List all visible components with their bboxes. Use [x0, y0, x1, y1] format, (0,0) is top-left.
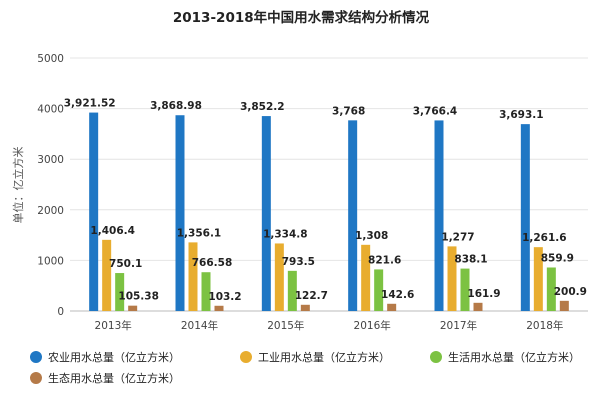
data-label: 200.9 — [554, 286, 587, 298]
data-label: 3,768 — [332, 105, 365, 117]
bar — [473, 302, 483, 311]
legend-label: 生态用水总量（亿立方米） — [48, 371, 180, 385]
data-label: 1,261.6 — [522, 232, 567, 244]
legend-swatch — [430, 351, 442, 363]
data-label: 838.1 — [454, 254, 487, 266]
legend-label: 生活用水总量（亿立方米） — [448, 350, 580, 364]
bar — [214, 305, 224, 311]
bar — [348, 120, 358, 311]
data-label: 821.6 — [368, 254, 401, 266]
bar — [287, 270, 297, 311]
bar — [128, 305, 138, 311]
bar — [387, 303, 397, 311]
legend-swatch — [240, 351, 252, 363]
bar — [374, 269, 384, 311]
data-label: 766.58 — [192, 257, 233, 269]
legend: 农业用水总量（亿立方米） 工业用水总量（亿立方米） 生活用水总量（亿立方米） 生态用水… — [30, 350, 580, 385]
y-tick-label: 1000 — [37, 255, 64, 267]
y-tick-label: 5000 — [37, 53, 64, 65]
data-label: 103.2 — [208, 291, 241, 303]
data-label: 3,852.2 — [240, 101, 285, 113]
bar — [434, 120, 444, 311]
bar — [533, 247, 543, 311]
legend-label: 工业用水总量（亿立方米） — [258, 350, 390, 364]
y-tick-label: 2000 — [37, 205, 64, 217]
x-tick-label: 2014年 — [181, 319, 218, 332]
data-label: 122.7 — [295, 290, 328, 302]
data-label: 1,406.4 — [90, 225, 135, 237]
bar — [460, 268, 470, 311]
x-axis-ticks: 2013年 2014年 2015年 2016年 2017年 2018年 — [95, 319, 564, 332]
data-label: 105.38 — [118, 291, 159, 303]
x-tick-label: 2018年 — [526, 319, 563, 332]
data-label: 1,356.1 — [177, 227, 222, 239]
data-label: 3,868.98 — [150, 100, 202, 112]
legend-label: 农业用水总量（亿立方米） — [48, 350, 180, 364]
y-axis-ticks: 0 1000 2000 3000 4000 5000 — [37, 53, 64, 318]
bar — [261, 116, 271, 312]
y-tick-label: 4000 — [37, 104, 64, 116]
bars — [89, 112, 569, 312]
x-tick-label: 2017年 — [440, 319, 477, 332]
data-label: 859.9 — [541, 252, 574, 264]
data-label: 142.6 — [381, 289, 414, 301]
bar — [175, 115, 185, 311]
data-label: 3,766.4 — [413, 105, 458, 117]
data-label: 750.1 — [109, 258, 142, 270]
x-tick-label: 2016年 — [354, 319, 391, 332]
bar — [274, 243, 284, 311]
bar — [559, 300, 569, 311]
data-label: 793.5 — [282, 256, 315, 268]
gridlines — [70, 57, 588, 312]
data-label: 3,693.1 — [499, 109, 544, 121]
bar — [361, 244, 371, 311]
bar — [201, 272, 211, 311]
data-labels: 3,921.52 1,406.4 750.1 105.38 3,868.98 1,356.… — [64, 98, 587, 303]
legend-swatch — [30, 351, 42, 363]
data-label: 1,334.8 — [263, 228, 308, 240]
data-label: 1,277 — [441, 231, 474, 243]
bar — [102, 239, 112, 311]
data-label: 161.9 — [467, 288, 500, 300]
y-tick-label: 3000 — [37, 154, 64, 166]
legend-swatch — [30, 372, 42, 384]
bar — [188, 242, 198, 311]
bar — [115, 273, 125, 311]
bar — [447, 246, 457, 311]
chart-title: 2013-2018年中国用水需求结构分析情况 — [173, 9, 430, 26]
x-tick-label: 2015年 — [267, 319, 304, 332]
bar — [520, 124, 530, 311]
x-tick-label: 2013年 — [95, 319, 132, 332]
y-tick-label: 0 — [57, 306, 64, 318]
y-axis-label: 单位：亿立方米 — [11, 147, 25, 224]
bar — [89, 112, 99, 311]
data-label: 1,308 — [355, 230, 388, 242]
data-label: 3,921.52 — [64, 98, 116, 110]
bar — [546, 267, 556, 311]
bar — [300, 304, 310, 311]
